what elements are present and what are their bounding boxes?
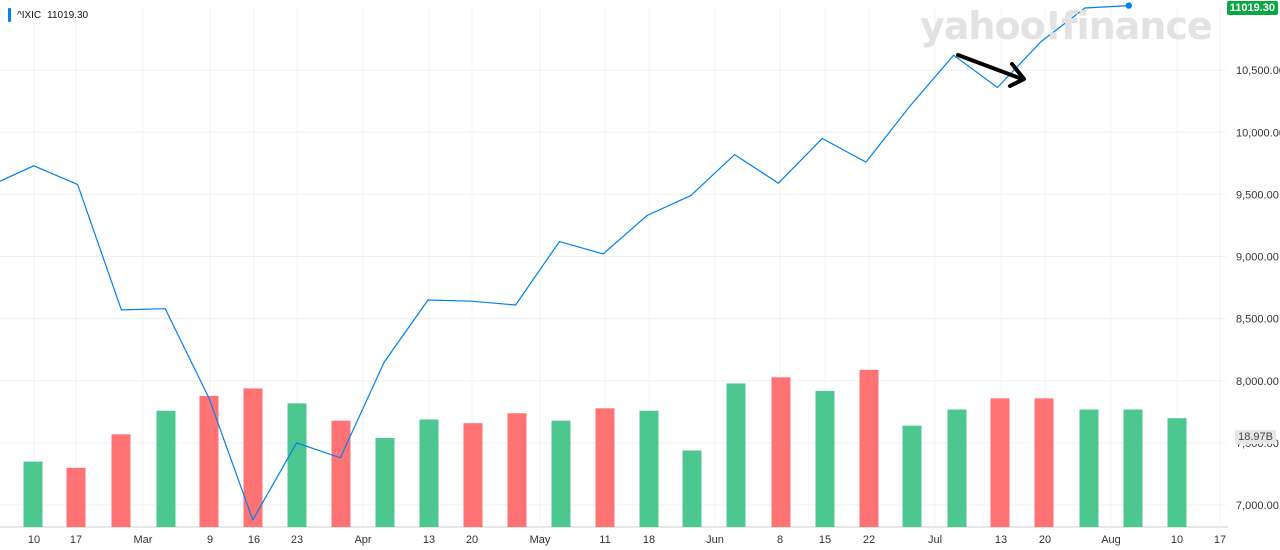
yahoo-finance-watermark: yahoo!finance <box>920 4 1213 48</box>
x-tick-label: 8 <box>777 534 783 546</box>
legend[interactable]: ^IXIC 11019.30 <box>8 8 88 22</box>
volume-bar <box>902 425 922 527</box>
volume-bar <box>331 420 351 527</box>
volume-bar <box>111 434 131 527</box>
volume-bar <box>726 383 746 527</box>
x-tick-label: 20 <box>1039 534 1051 546</box>
volume-bar <box>507 413 527 527</box>
x-tick-label: Jul <box>928 534 942 546</box>
x-tick-label: 9 <box>207 534 213 546</box>
x-tick-label: May <box>530 534 551 546</box>
last-price-tag: 11019.30 <box>1226 1 1278 15</box>
x-tick-label: 17 <box>1214 534 1226 546</box>
price-line <box>0 5 1129 522</box>
x-tick-label: 16 <box>248 534 260 546</box>
x-tick-label: 18 <box>643 534 655 546</box>
volume-bar <box>23 461 43 527</box>
y-tick-label: 10,500.00 <box>1236 65 1280 77</box>
volume-bar <box>419 419 439 527</box>
x-tick-label: 23 <box>291 534 303 546</box>
legend-ticker: ^IXIC <box>17 9 42 21</box>
x-tick-label: 13 <box>995 534 1007 546</box>
x-tick-label: Jun <box>706 534 724 546</box>
volume-bar <box>551 420 571 527</box>
x-tick-label: 10 <box>28 534 40 546</box>
volume-bar <box>947 409 967 527</box>
annotation-arrow-head <box>1008 62 1026 88</box>
volume-bar <box>243 388 263 527</box>
volume-bar <box>1123 409 1143 527</box>
volume-bar <box>771 377 791 527</box>
volume-bar <box>375 438 395 527</box>
legend-swatch <box>8 8 11 22</box>
volume-bar <box>287 403 307 527</box>
y-tick-label: 9,500.00 <box>1236 189 1279 201</box>
x-tick-label: 17 <box>70 534 82 546</box>
y-tick-label: 10,000.00 <box>1236 127 1280 139</box>
x-tick-label: 22 <box>863 534 875 546</box>
y-tick-label: 8,500.00 <box>1236 314 1279 326</box>
volume-bar <box>66 467 86 527</box>
volume-bar <box>815 390 835 527</box>
volume-bar <box>199 395 219 527</box>
y-tick-label: 7,000.00 <box>1236 500 1279 512</box>
volume-bar <box>1079 409 1099 527</box>
volume-bar <box>639 410 659 527</box>
last-point-marker <box>1125 2 1133 9</box>
volume-tag: 18.97B <box>1235 430 1276 444</box>
volume-bar <box>595 408 615 527</box>
x-tick-label: 20 <box>466 534 478 546</box>
annotation-arrow-shaft <box>956 53 1024 81</box>
x-tick-label: 11 <box>599 534 610 546</box>
volume-bar <box>156 410 176 527</box>
legend-value: 11019.30 <box>47 9 89 21</box>
volume-bar <box>1034 398 1054 527</box>
x-tick-label: Mar <box>134 534 153 546</box>
y-tick-label: 9,000.00 <box>1236 252 1279 264</box>
x-tick-label: Aug <box>1101 534 1121 546</box>
x-tick-label: 15 <box>819 534 831 546</box>
x-tick-label: Apr <box>354 534 371 546</box>
x-tick-label: 13 <box>423 534 435 546</box>
volume-bar <box>682 450 702 527</box>
volume-bar <box>990 398 1010 527</box>
volume-bar <box>1167 418 1187 527</box>
volume-bar <box>463 423 483 527</box>
x-tick-label: 10 <box>1171 534 1183 546</box>
y-tick-label: 8,000.00 <box>1236 376 1279 388</box>
volume-bar <box>859 369 879 527</box>
